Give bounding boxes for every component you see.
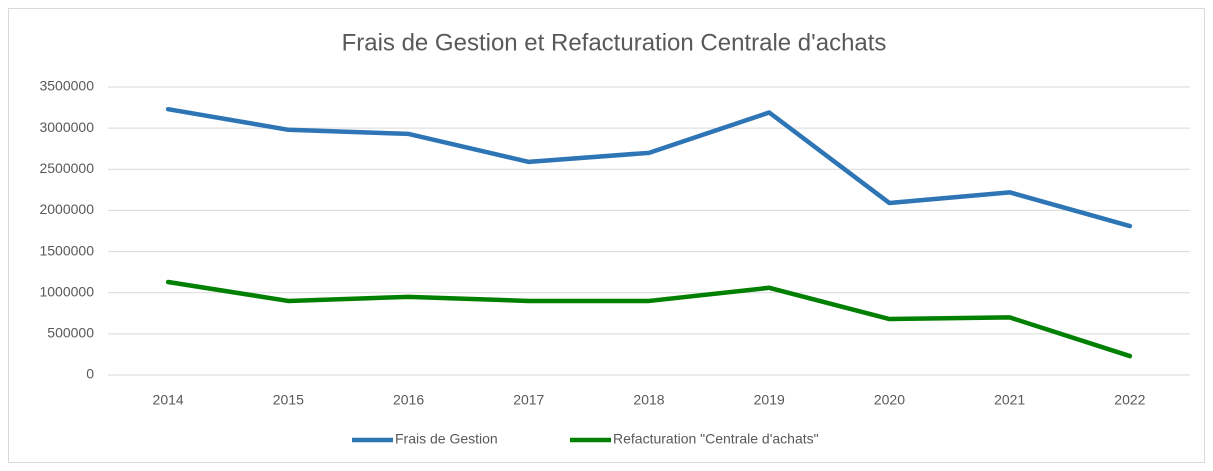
y-tick-label: 3000000 xyxy=(39,119,94,135)
x-tick-label: 2016 xyxy=(393,392,424,408)
x-tick-label: 2014 xyxy=(153,392,184,408)
series-line xyxy=(165,106,1133,229)
y-tick-label: 0 xyxy=(86,366,94,382)
x-tick-label: 2021 xyxy=(994,392,1025,408)
x-tick-label: 2020 xyxy=(874,392,905,408)
x-tick-label: 2022 xyxy=(1114,392,1145,408)
y-tick-label: 1500000 xyxy=(39,242,94,258)
chart-title: Frais de Gestion et Refacturation Centra… xyxy=(342,29,887,56)
chart-border xyxy=(8,8,1205,463)
series-line xyxy=(165,279,1133,359)
y-tick-label: 1000000 xyxy=(39,283,94,299)
y-tick-label: 3500000 xyxy=(39,78,94,94)
y-tick-label: 2500000 xyxy=(39,160,94,176)
legend-label: Refacturation "Centrale d'achats" xyxy=(613,431,819,447)
y-tick-label: 2000000 xyxy=(39,201,94,217)
x-tick-label: 2015 xyxy=(273,392,304,408)
x-tick-label: 2018 xyxy=(633,392,664,408)
legend-label: Frais de Gestion xyxy=(395,431,498,447)
x-tick-label: 2017 xyxy=(513,392,544,408)
y-tick-label: 500000 xyxy=(47,325,94,341)
x-tick-label: 2019 xyxy=(754,392,785,408)
